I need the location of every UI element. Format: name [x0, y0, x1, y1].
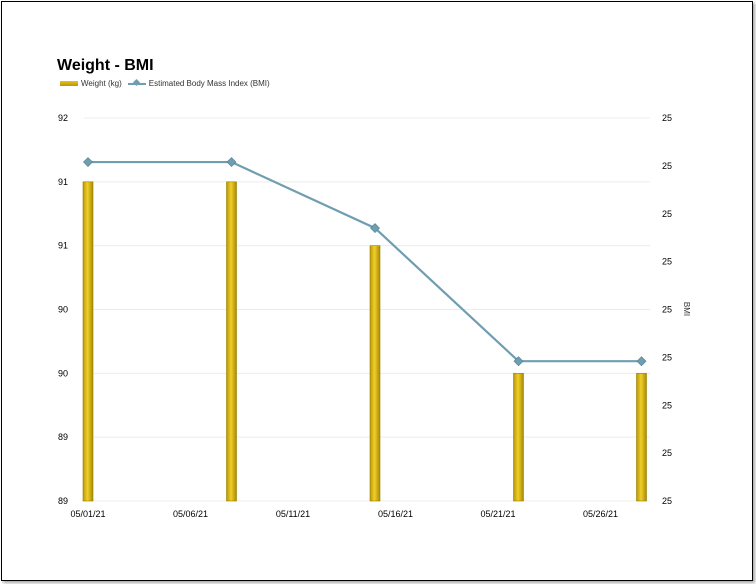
- chart-title: Weight - BMI: [57, 57, 154, 74]
- point-bmi: [513, 356, 524, 367]
- y-tick-right: 25: [662, 209, 672, 219]
- x-tick: 05/01/21: [70, 509, 105, 519]
- y-tick-left: 89: [58, 496, 68, 506]
- x-tick: 05/26/21: [583, 509, 618, 519]
- y-tick-right: 25: [662, 496, 672, 506]
- y-tick-left: 92: [58, 113, 68, 123]
- legend-item-weight: Weight (kg): [60, 79, 122, 88]
- y-tick-right: 25: [662, 257, 672, 267]
- y-tick-left: 90: [58, 368, 68, 378]
- bar-weight: [636, 373, 647, 502]
- line-bmi: [88, 160, 642, 363]
- y-tick-right: 25: [662, 113, 672, 123]
- legend-label-weight: Weight (kg): [81, 79, 122, 88]
- bar-weight: [226, 181, 237, 502]
- chart-legend: Weight (kg) Estimated Body Mass Index (B…: [60, 79, 276, 88]
- y-tick-left: 89: [58, 432, 68, 442]
- legend-swatch-bmi: [127, 82, 146, 85]
- legend-label-bmi: Estimated Body Mass Index (BMI): [148, 79, 270, 88]
- point-bmi: [83, 157, 93, 167]
- point-bmi: [370, 223, 380, 234]
- y2-axis-label: BMI: [682, 302, 691, 316]
- x-tick: 05/16/21: [378, 509, 413, 519]
- bar-weight: [513, 373, 524, 502]
- x-tick: 05/21/21: [480, 509, 515, 519]
- y-tick-right: 25: [662, 352, 672, 362]
- point-bmi: [636, 356, 647, 367]
- bar-weight: [82, 181, 94, 502]
- point-bmi: [226, 157, 237, 167]
- legend-swatch-weight: [60, 81, 78, 86]
- legend-item-bmi: Estimated Body Mass Index (BMI): [127, 79, 270, 88]
- y-tick-left: 91: [58, 177, 68, 187]
- y-tick-right: 25: [662, 305, 672, 315]
- y-tick-left: 90: [58, 305, 68, 315]
- y-tick-right: 25: [662, 448, 672, 458]
- x-tick: 05/11/21: [276, 509, 310, 519]
- x-tick: 05/06/21: [173, 509, 208, 519]
- bar-weight: [369, 245, 381, 502]
- y-tick-right: 25: [662, 161, 672, 171]
- y-tick-left: 91: [58, 241, 68, 251]
- y-tick-right: 25: [662, 400, 672, 410]
